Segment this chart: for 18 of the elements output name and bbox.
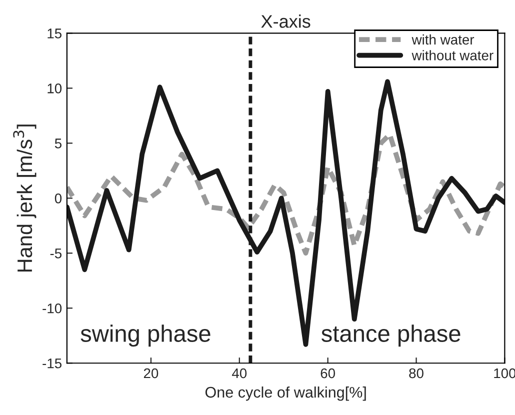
y-tick-label: 10 [48,84,62,94]
legend-label: without water [412,50,494,60]
y-axis-title: Hand jerk [m/s$^{3}$] [13,124,36,272]
y-tick-label: -5 [50,248,62,258]
x-tick-label: 40 [232,368,247,378]
x-tick-label: 20 [144,368,158,378]
y-tick-label: -15 [42,358,62,368]
x-axis-title: One cycle of walking[%] [205,386,366,401]
y-tick-label: 5 [54,138,62,148]
annotation: stance phase [322,324,460,347]
y-tick-label: 0 [54,193,62,204]
chart-title: X-axis [261,14,310,28]
legend-label: with water [412,34,474,45]
y-tick-label: 15 [48,28,62,38]
y-tick-label: -10 [42,303,62,314]
x-tick-label: 60 [320,368,336,378]
x-tick-label: 80 [409,368,424,378]
annotation: swing phase [80,324,210,347]
